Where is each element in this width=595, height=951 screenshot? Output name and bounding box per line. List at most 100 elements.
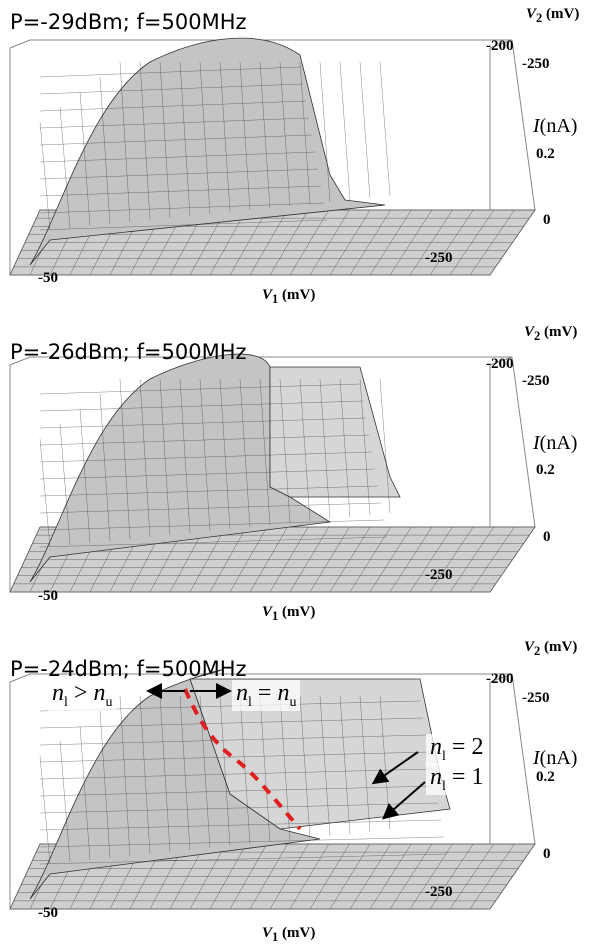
y-tick-label-2a: -200 [486, 356, 514, 372]
surface-mesh-line [39, 417, 367, 429]
surface-mesh-line [39, 468, 376, 480]
surface-mesh-line [359, 61, 371, 199]
y-axis-label-3: V2 (mV) [524, 639, 578, 658]
surface-mesh-line [299, 61, 311, 205]
surface-mesh-line [139, 695, 151, 855]
surface-mesh-line [299, 695, 311, 839]
x-axis-label-3: V1 (mV) [262, 925, 316, 944]
surface-step [269, 366, 401, 498]
surface-plot-3 [9, 669, 536, 910]
surface-mesh-line [179, 61, 191, 217]
surface-plot-1 [9, 37, 536, 276]
z-axis-label-2: I(nA) [533, 432, 578, 454]
surface-mesh-line [139, 378, 151, 538]
y-tick-label-3a: -200 [486, 671, 514, 687]
surface-mesh-line [259, 695, 271, 843]
surface-mesh-line [219, 378, 231, 530]
box-right-edge [511, 673, 536, 845]
surface-mesh-line [319, 695, 331, 837]
surface-mesh-line [199, 378, 211, 532]
z-tick-label-1a: 0.2 [536, 146, 555, 162]
surface-mesh-line [359, 695, 371, 833]
surface-mesh-line [99, 710, 111, 859]
z-tick-label-1b: 0 [543, 212, 551, 228]
surface-mesh-line [159, 695, 171, 853]
surface-plot-2 [9, 353, 536, 593]
z-tick-label-3a: 0.2 [536, 769, 555, 785]
surface-mesh-line [39, 717, 424, 729]
surface-mesh-line [39, 202, 325, 214]
surface-mesh-line [39, 168, 319, 180]
chart-title-2: P=-26dBm; f=500MHz [10, 340, 247, 364]
surface-mesh-line [99, 393, 111, 542]
surface-plateau [29, 353, 332, 583]
x-tick-label-2b: -250 [425, 567, 453, 583]
z-tick-label-2b: 0 [543, 529, 551, 545]
y-axis-label-1: V2 (mV) [526, 6, 580, 25]
surface-mesh-line [259, 378, 271, 526]
surface-mesh-line [39, 83, 304, 95]
z-axis-label-1: I(nA) [533, 115, 578, 137]
surface-mesh-line [39, 785, 436, 797]
surface-mesh-line [39, 400, 364, 412]
x-axis-label-1: V1 (mV) [262, 287, 316, 306]
annotation-nl-gt-nu: nl > nu [48, 680, 117, 711]
surface-mesh-line [39, 438, 51, 548]
surface-mesh-line [119, 695, 131, 857]
surface-mesh-line [79, 408, 91, 544]
surface-mesh-line [339, 61, 351, 201]
surface-mesh-line [239, 695, 251, 845]
surface-mesh-line [39, 853, 448, 865]
surface-mesh-line [179, 378, 191, 534]
surface-mesh-line [39, 755, 51, 865]
surface-mesh-line [39, 100, 307, 112]
surface-mesh-line [159, 61, 171, 219]
surface-mesh-line [379, 378, 391, 514]
chart-panel-1: P=-29dBm; f=500MHz V2 (mV) -200 -250 I(n… [0, 0, 595, 317]
y-axis-label-2: V2 (mV) [524, 324, 578, 343]
z-axis-label-3: I(nA) [533, 747, 578, 769]
boundary-dashed-line [183, 688, 302, 831]
surface-mesh-line [319, 61, 331, 203]
x-axis-label-2: V1 (mV) [262, 604, 316, 623]
surface-mesh-line [199, 61, 211, 215]
x-tick-label-1a: -50 [38, 270, 58, 286]
surface-mesh-line [79, 725, 91, 861]
surface-mesh-line [339, 378, 351, 518]
surface-mesh-line [39, 802, 439, 814]
surface-mesh-line [39, 117, 310, 129]
surface-mesh-line [279, 378, 291, 524]
x-tick-label-3b: -250 [425, 884, 453, 900]
annotation-nl-eq-2: nl = 2 [426, 734, 488, 765]
annotation-nl-eq-nu: nl = nu [232, 680, 301, 711]
surface-mesh-line [39, 751, 430, 763]
surface-mesh-line [59, 740, 71, 863]
surface-mesh-line [39, 219, 328, 231]
surface-mesh-line [39, 66, 301, 78]
x-tick-label-2a: -50 [38, 588, 58, 604]
box-right-edge [511, 39, 536, 211]
surface-mesh-line [39, 519, 385, 531]
y-tick-label-1a: -200 [486, 38, 514, 54]
surface-mesh-line [39, 185, 322, 197]
surface-mesh-line [39, 734, 427, 746]
surface-mesh-line [39, 485, 379, 497]
chart-title-3: P=-24dBm; f=500MHz [10, 657, 247, 681]
surface-mesh-line [379, 61, 391, 197]
surface-mesh-line [239, 378, 251, 528]
y-tick-label-1b: -250 [522, 56, 550, 72]
surface-mesh-line [39, 502, 382, 514]
box-top-edge [9, 39, 513, 49]
surface-mesh-line [339, 695, 351, 835]
x-tick-label-1b: -250 [425, 250, 453, 266]
z-tick-label-3b: 0 [543, 846, 551, 862]
surface-mesh-line [99, 76, 111, 225]
arrow-n2 [371, 751, 419, 785]
annotation-nl-eq-1: nl = 1 [426, 764, 488, 795]
arrow-n1 [381, 781, 426, 820]
surface-mesh-line [39, 768, 433, 780]
surface-mesh-line [119, 378, 131, 540]
surface-plateau [29, 37, 386, 266]
surface-mesh-line [239, 61, 251, 211]
surface-mesh-line [39, 536, 388, 548]
